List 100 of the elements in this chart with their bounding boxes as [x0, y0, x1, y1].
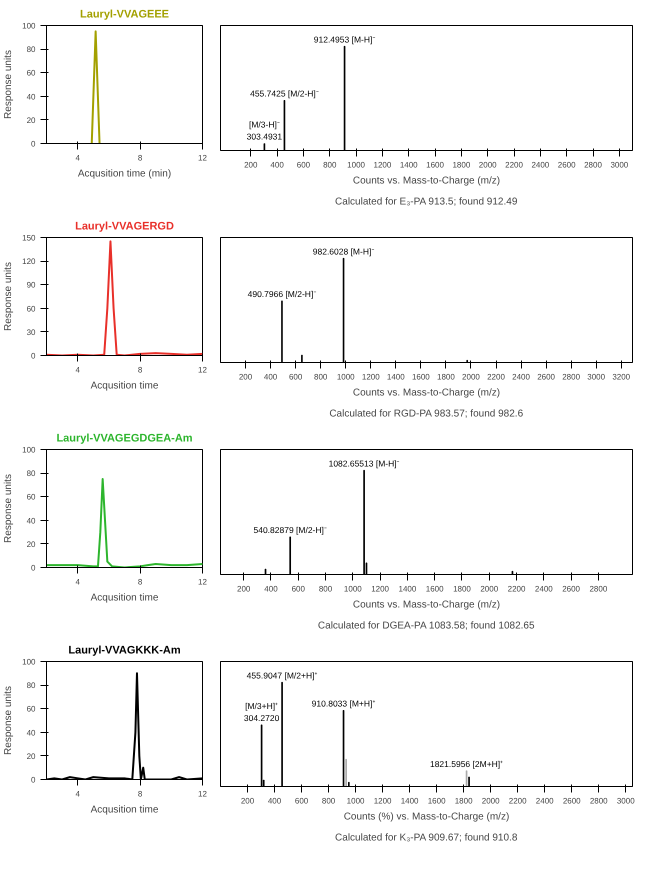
y-tick-label: 100: [22, 446, 36, 454]
x-tick-label: 2000: [462, 372, 480, 382]
x-tick-label: 1200: [374, 796, 392, 806]
x-tick-label: 1000: [346, 796, 366, 806]
x-tick-label: 200: [244, 160, 258, 170]
text: Calculated for K₃-PA 909.67; found 910.8: [335, 832, 518, 844]
x-tick-label: 2200: [508, 796, 528, 806]
x-tick-label: 12: [198, 366, 208, 374]
x-tick-label: 1400: [386, 372, 406, 382]
y-tick-label: 40: [26, 92, 36, 102]
x-tick-label: 600: [288, 372, 303, 382]
x-tick-label: 12: [198, 578, 208, 586]
x-tick-label: 1200: [362, 372, 380, 382]
x-axis-title: Acqusition time: [90, 592, 159, 604]
x-tick-label: 2000: [482, 796, 500, 806]
y-tick-label: 0: [31, 352, 36, 360]
annotation: [M/3+H]⁺ 304.2720: [244, 701, 280, 724]
x-tick-label: 3000: [616, 796, 636, 806]
x-tick-label: 2200: [487, 372, 506, 382]
annotation: 540.82879 [M/2-H]⁻: [253, 525, 327, 535]
x-tick-label: 1000: [344, 584, 362, 594]
y-tick-label: 20: [26, 752, 36, 761]
x-tick-label: 8: [138, 366, 143, 374]
x-tick-label: 2800: [584, 160, 602, 170]
annotation: 455.9047 [M/2+H]⁺: [246, 670, 318, 680]
x-tick-label: 8: [138, 578, 143, 586]
x-axis-title: Counts vs. Mass-to-Charge (m/z): [352, 176, 500, 186]
y-tick-label: 30: [26, 328, 36, 337]
x-tick-label: 400: [264, 372, 278, 382]
x-tick-label: 4: [75, 154, 80, 162]
annotation: 455.7425 [M/2-H]⁻: [250, 88, 319, 98]
annotation: [M/3-H]⁻ 303.4931: [246, 120, 282, 142]
x-tick-label: 800: [323, 160, 337, 170]
y-tick-label: 80: [26, 469, 36, 478]
x-tick-label: 2400: [531, 160, 550, 170]
text: Calculated for E₃-PA 913.5; found 912.49: [335, 196, 518, 208]
x-tick-label: 2200: [505, 160, 524, 170]
x-tick-label: 12: [198, 790, 208, 798]
x-tick-label: 2600: [562, 796, 582, 806]
y-axis-title: Response units: [3, 50, 14, 119]
x-tick-label: 1200: [374, 160, 392, 170]
y-tick-label: 40: [26, 728, 36, 738]
x-axis-title: Counts (%) vs. Mass-to-Charge (m/z): [344, 812, 510, 822]
annotation: 1082.65513 [M-H]⁻: [328, 458, 400, 468]
x-tick-label: 200: [237, 584, 251, 594]
x-tick-label: 2200: [508, 584, 526, 594]
x-tick-label: 1000: [336, 372, 356, 382]
chart-title: Lauryl-VVAGEGDGEA-Am: [56, 432, 193, 444]
x-tick-label: 1600: [426, 584, 444, 594]
x-axis-title: Counts vs. Mass-to-Charge (m/z): [352, 388, 500, 398]
y-axis-title: Response units: [3, 262, 14, 331]
x-tick-label: 2000: [480, 584, 499, 594]
x-axis-title: Acqusition time: [90, 380, 159, 392]
y-tick-label: 60: [26, 492, 36, 502]
x-tick-label: 600: [292, 584, 306, 594]
x-tick-label: 3000: [587, 372, 606, 382]
x-tick-label: 1800: [452, 160, 471, 170]
y-axis-title: Response units: [3, 474, 14, 543]
x-tick-label: 600: [294, 796, 309, 806]
x-tick-label: 1200: [371, 584, 390, 594]
x-tick-label: 12: [198, 154, 208, 162]
x-tick-label: 1400: [398, 584, 417, 594]
x-tick-label: 4: [75, 366, 80, 374]
x-tick-label: 1000: [347, 160, 366, 170]
x-tick-label: 2600: [558, 160, 576, 170]
x-tick-label: 4: [75, 790, 80, 798]
x-tick-label: 3000: [610, 160, 629, 170]
y-tick-label: 80: [26, 45, 36, 54]
x-tick-label: 2400: [512, 372, 530, 382]
y-tick-label: 20: [26, 540, 36, 549]
annotation: 490.7966 [M/2-H]⁻: [248, 289, 316, 300]
y-axis-title: Response units: [3, 686, 14, 755]
x-tick-label: 1800: [454, 796, 474, 806]
y-tick-label: 60: [26, 704, 36, 714]
y-tick-label: 0: [31, 140, 36, 148]
chart-title: Lauryl-VVAGERGD: [75, 220, 174, 232]
y-tick-label: 90: [26, 280, 36, 290]
x-tick-label: 8: [138, 154, 143, 162]
y-tick-label: 0: [31, 776, 36, 784]
y-tick-label: 40: [26, 516, 36, 526]
x-tick-label: 1600: [426, 160, 445, 170]
text: Calculated for DGEA-PA 1083.58; found 1082.65: [318, 620, 535, 632]
annotation: 982.6028 [M-H]⁻: [312, 246, 374, 256]
x-tick-label: 1800: [453, 584, 472, 594]
y-tick-label: 20: [26, 116, 36, 125]
x-tick-label: 2400: [536, 796, 554, 806]
x-tick-label: 1600: [428, 796, 446, 806]
y-tick-label: 100: [22, 658, 36, 666]
y-tick-label: 120: [22, 257, 36, 266]
x-axis-title: Counts vs. Mass-to-Charge (m/z): [352, 600, 500, 610]
x-tick-label: 2800: [590, 796, 608, 806]
annotation: 910.8033 [M+H]⁺: [312, 698, 376, 708]
x-axis-title: Acqusition time (min): [78, 168, 172, 180]
x-axis-title: Acqusition time: [90, 804, 159, 816]
x-tick-label: 1800: [437, 372, 456, 382]
x-tick-label: 2000: [478, 160, 498, 170]
x-tick-label: 400: [268, 796, 282, 806]
x-tick-label: 8: [138, 790, 143, 798]
x-tick-label: 800: [314, 372, 328, 382]
y-tick-label: 60: [26, 304, 36, 314]
